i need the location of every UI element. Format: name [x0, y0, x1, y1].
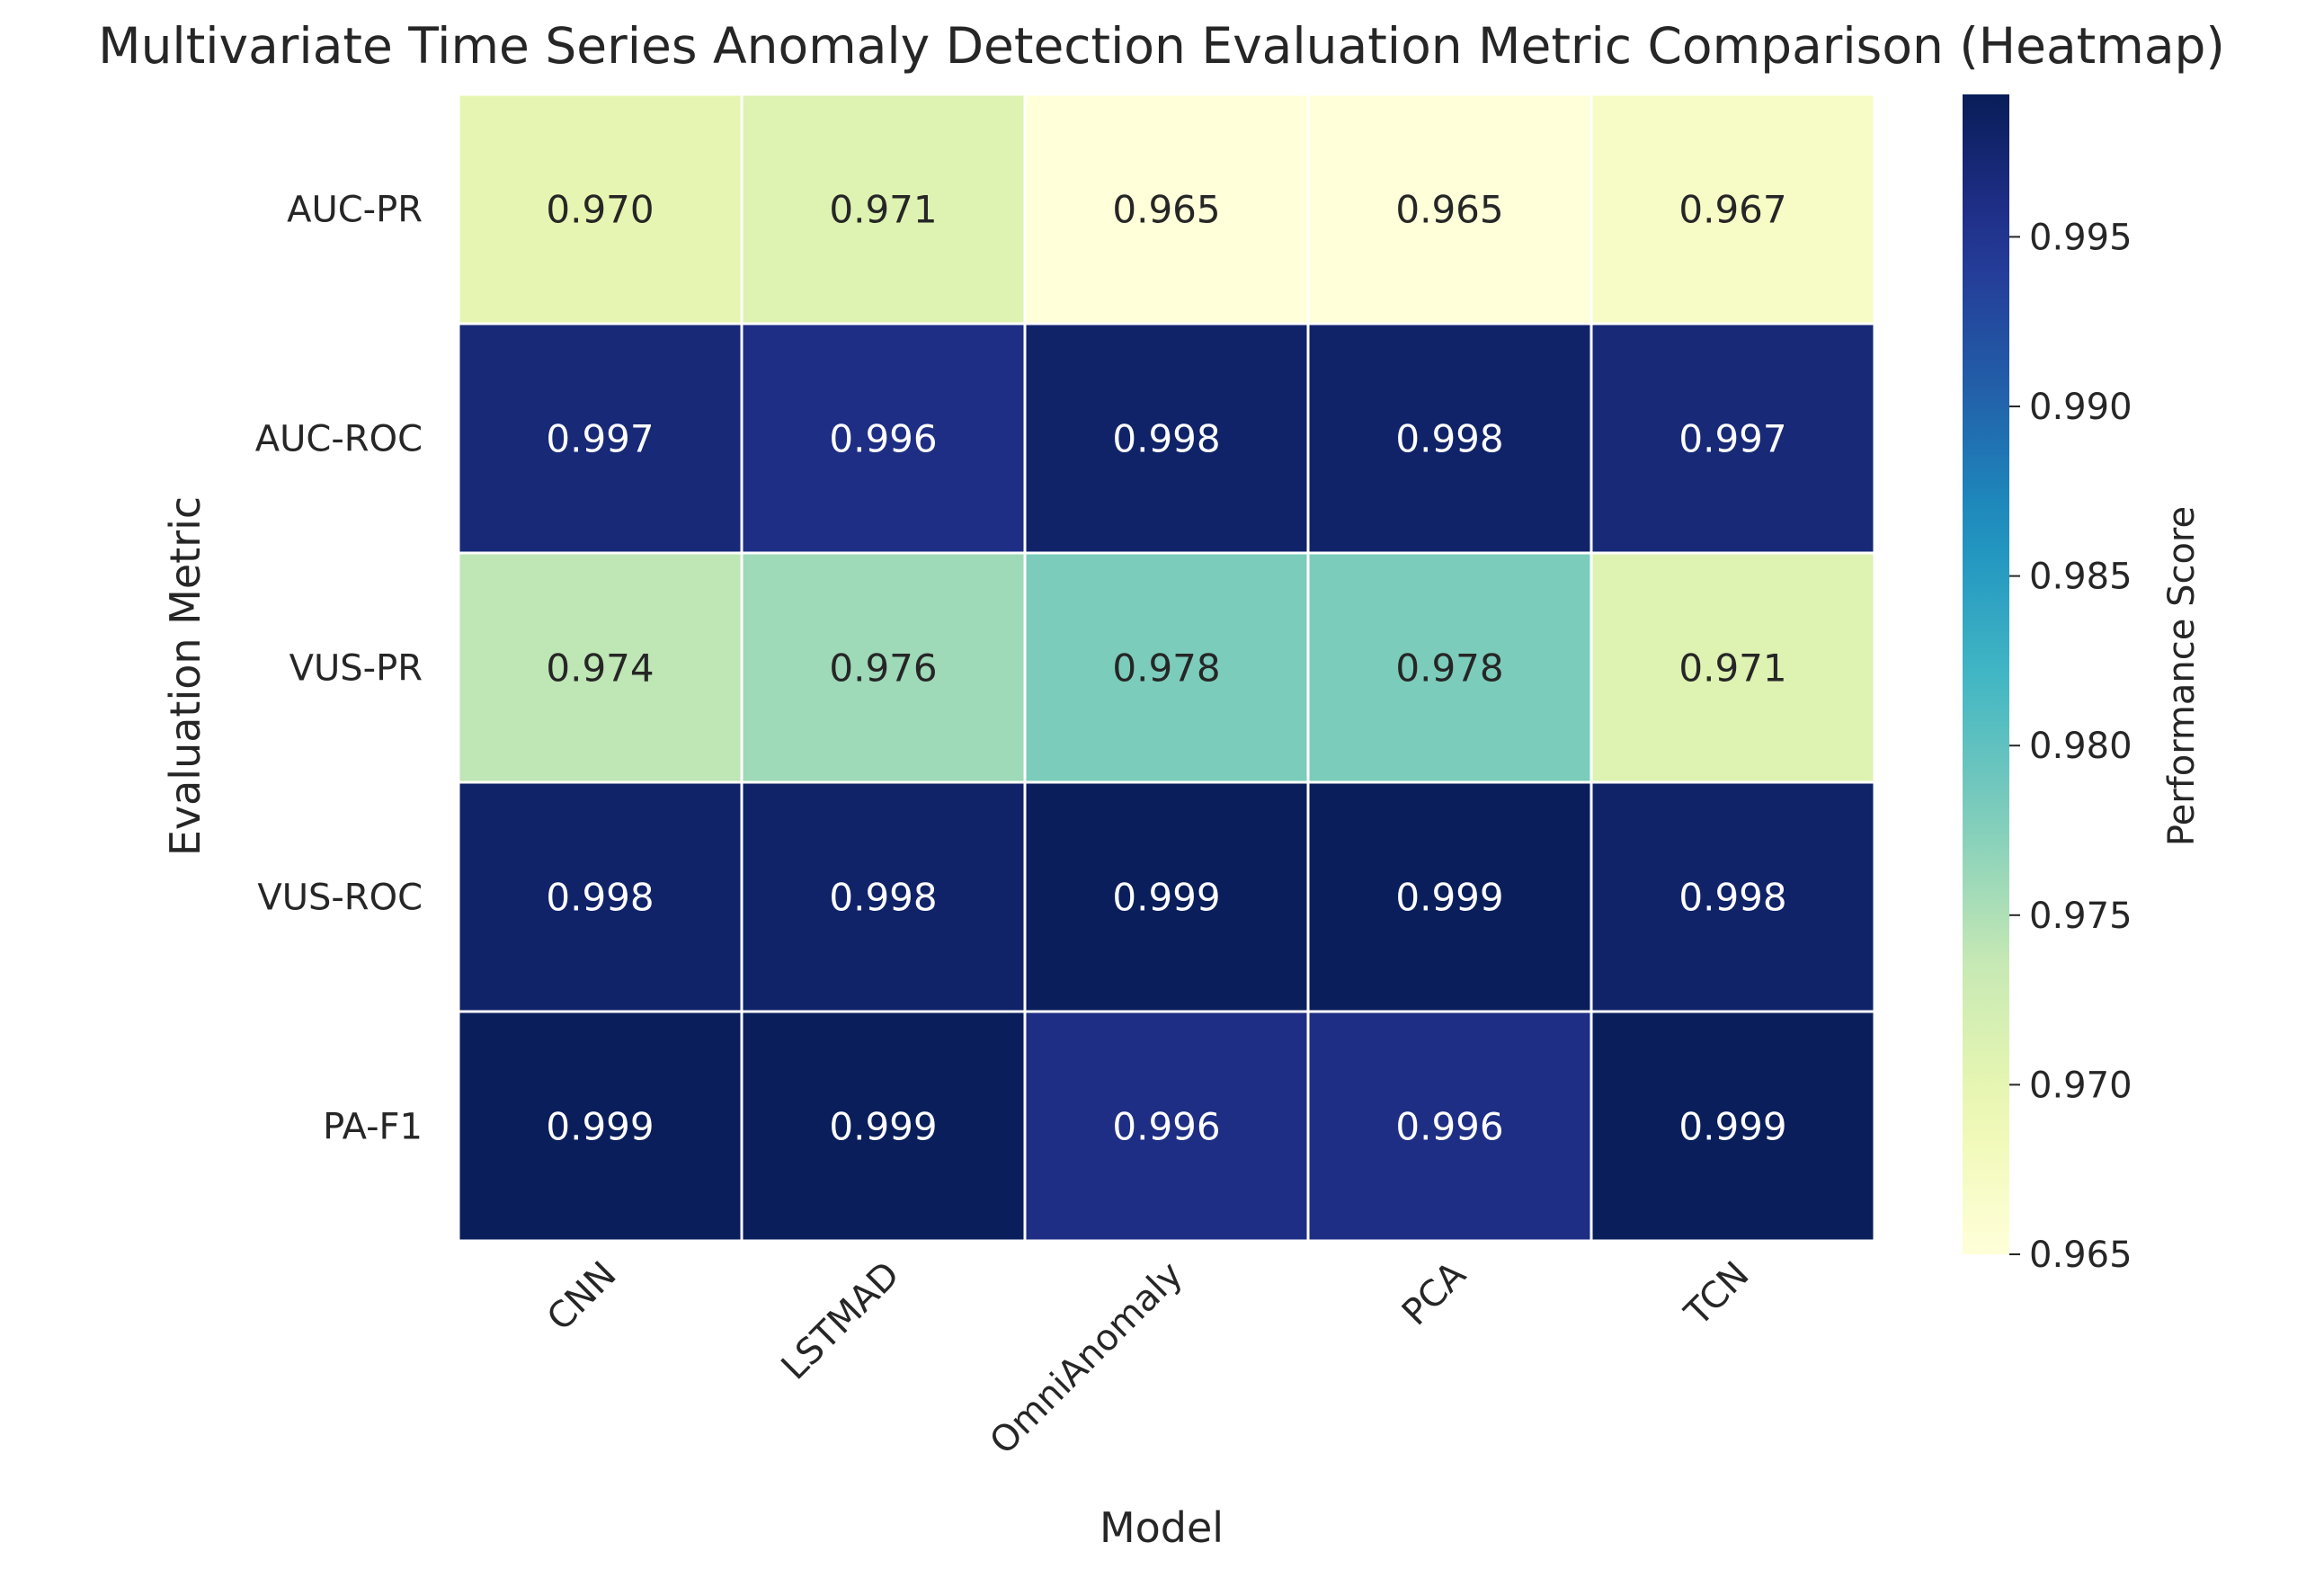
x-tick-label: PCA	[1394, 1253, 1474, 1333]
cell-value-label: 0.967	[1678, 188, 1786, 232]
cell-value-label: 0.999	[829, 1105, 937, 1149]
y-tick-label: PA-F1	[323, 1107, 423, 1148]
colorbar-tick-label: 0.980	[2029, 726, 2133, 767]
cell-value-label: 0.999	[1678, 1105, 1786, 1149]
x-tick-label: CNN	[539, 1254, 625, 1340]
cell-value-label: 0.998	[1395, 417, 1503, 461]
heatmap-cell	[457, 780, 744, 1013]
cell-value-label: 0.999	[1395, 876, 1503, 920]
y-axis-ticks: AUC-PR AUC-ROC VUS-PR VUS-ROC PA-F1	[255, 190, 423, 1148]
heatmap-cell	[1306, 551, 1593, 784]
heatmap-cell-labels: 0.970 0.971 0.965 0.965 0.967 0.997 0.996 0.998…	[546, 188, 1786, 1149]
colorbar-ticks: 0.965 0.970 0.975 0.980 0.985 0.990 0.995	[2009, 217, 2133, 1276]
colorbar-label: Performance Score	[2161, 506, 2203, 846]
heatmap-cells	[457, 93, 1876, 1243]
y-axis-label: Evaluation Metric	[161, 496, 209, 856]
heatmap-cell	[740, 93, 1027, 325]
cell-value-label: 0.999	[546, 1105, 654, 1149]
y-tick-label: AUC-PR	[287, 190, 423, 231]
heatmap-cell	[1589, 1010, 1876, 1243]
x-tick-label: TCN	[1677, 1254, 1758, 1335]
heatmap-cell	[1306, 93, 1593, 325]
heatmap-cell	[457, 93, 744, 325]
heatmap-cell	[1023, 93, 1310, 325]
colorbar	[1963, 94, 2009, 1254]
y-tick-label: VUS-PR	[289, 648, 423, 690]
y-tick-label: VUS-ROC	[257, 878, 423, 919]
cell-value-label: 0.999	[1112, 876, 1220, 920]
heatmap-cell	[457, 322, 744, 555]
cell-value-label: 0.971	[1678, 646, 1786, 691]
heatmap-cell	[1589, 780, 1876, 1013]
cell-value-label: 0.998	[546, 876, 654, 920]
cell-value-label: 0.996	[829, 417, 937, 461]
cell-value-label: 0.976	[829, 646, 937, 691]
colorbar-tick-label: 0.975	[2029, 896, 2133, 937]
x-axis-ticks: CNN LSTMAD OmniAnomaly PCA TCN	[539, 1253, 1758, 1463]
heatmap-cell	[740, 551, 1027, 784]
heatmap-cell	[1023, 551, 1310, 784]
x-tick-label: OmniAnomaly	[982, 1254, 1190, 1463]
heatmap-cell	[1023, 322, 1310, 555]
cell-value-label: 0.965	[1112, 188, 1220, 232]
cell-value-label: 0.965	[1395, 188, 1503, 232]
heatmap-cell	[1589, 93, 1876, 325]
cell-value-label: 0.978	[1112, 646, 1220, 691]
x-tick-label: LSTMAD	[774, 1254, 908, 1388]
cell-value-label: 0.998	[1678, 876, 1786, 920]
heatmap-cell	[1589, 322, 1876, 555]
cell-value-label: 0.996	[1112, 1105, 1220, 1149]
cell-value-label: 0.998	[829, 876, 937, 920]
cell-value-label: 0.997	[1678, 417, 1786, 461]
cell-value-label: 0.978	[1395, 646, 1503, 691]
colorbar-tick-label: 0.970	[2029, 1065, 2133, 1106]
heatmap-cell	[457, 1010, 744, 1243]
colorbar-tick-label: 0.965	[2029, 1235, 2133, 1276]
heatmap-cell	[1306, 780, 1593, 1013]
cell-value-label: 0.974	[546, 646, 654, 691]
cell-value-label: 0.998	[1112, 417, 1220, 461]
cell-value-label: 0.997	[546, 417, 654, 461]
colorbar-tick-label: 0.985	[2029, 557, 2133, 598]
colorbar-tick-label: 0.990	[2029, 387, 2133, 428]
chart-title: Multivariate Time Series Anomaly Detecti…	[98, 17, 2225, 75]
y-tick-label: AUC-ROC	[255, 419, 423, 460]
heatmap-cell	[1023, 1010, 1310, 1243]
heatmap-cell	[740, 1010, 1027, 1243]
x-axis-label: Model	[1100, 1503, 1224, 1552]
colorbar-tick-label: 0.995	[2029, 217, 2133, 258]
cell-value-label: 0.971	[829, 188, 937, 232]
cell-value-label: 0.970	[546, 188, 654, 232]
cell-value-label: 0.996	[1395, 1105, 1503, 1149]
heatmap-cell	[740, 780, 1027, 1013]
heatmap-cell	[1023, 780, 1310, 1013]
heatmap-cell	[1589, 551, 1876, 784]
